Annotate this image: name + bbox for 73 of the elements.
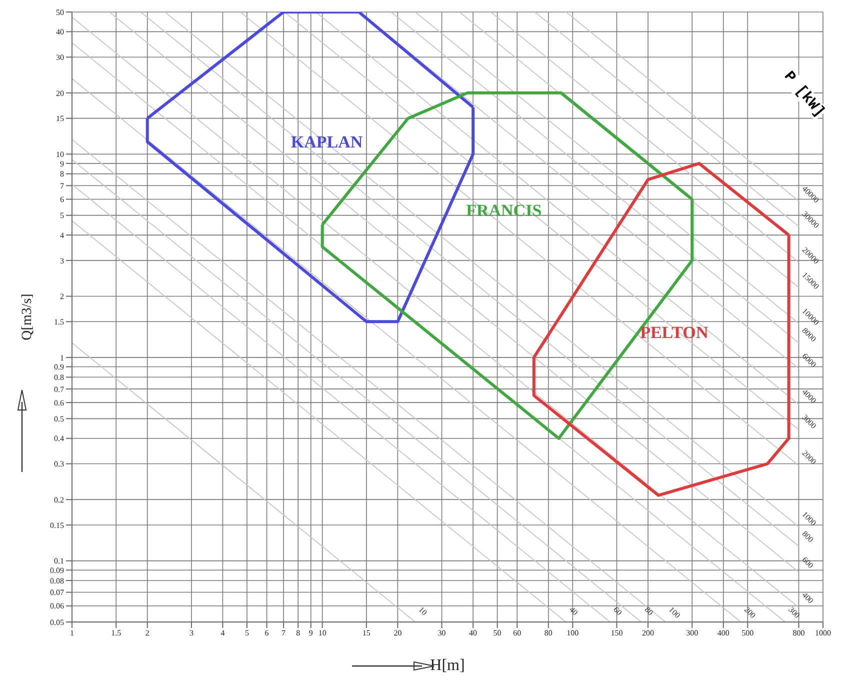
text: 6000 (800, 352, 818, 370)
y-tick-label: 3 (60, 256, 64, 266)
x-tick-label: 40 (469, 628, 478, 638)
x-tick-label: 4 (220, 628, 225, 638)
y-tick-label: 2 (60, 292, 64, 302)
text: 1000 (800, 510, 818, 528)
x-tick-label: 5 (244, 628, 249, 638)
x-tick-label: 300 (686, 628, 698, 638)
x-tick-label: 8 (296, 628, 300, 638)
x-tick-label: 20 (394, 628, 402, 638)
y-tick-label: 6 (60, 195, 64, 204)
y-tick-label: 1.5 (54, 317, 64, 326)
y-tick-label: 30 (56, 52, 64, 62)
y-tick-label: 20 (56, 88, 64, 98)
y-axis-title: Q[m3/s] (20, 294, 35, 340)
text: 10 (416, 605, 429, 618)
y-tick-label: 0.09 (50, 566, 64, 575)
text: 100 (667, 605, 682, 620)
y-tick-label: 7 (60, 181, 64, 190)
y-tick-label: 15 (56, 114, 64, 124)
y-tick-label: 4 (60, 230, 64, 240)
x-tick-label: 30 (438, 628, 446, 638)
y-tick-label: 0.5 (54, 414, 64, 424)
text: 200 (742, 605, 758, 620)
y-tick-label: 0.4 (54, 434, 64, 444)
y-tick-label: 0.3 (54, 460, 64, 469)
y-tick-label: 1 (60, 353, 64, 362)
y-tick-label: 5 (60, 211, 64, 220)
x-tick-label: 15 (362, 628, 370, 638)
y-tick-label: 0.08 (50, 576, 64, 586)
text: 300 (786, 605, 802, 620)
x-tick-label: 10 (318, 628, 326, 638)
y-tick-label: 0.2 (54, 495, 64, 504)
text: 600 (800, 555, 816, 570)
x-tick-label: 100 (566, 628, 579, 638)
x-tick-label: 1.5 (111, 628, 122, 638)
text: 8000 (800, 326, 818, 344)
y-tick-label: 0.06 (50, 602, 64, 611)
text: 60 (612, 605, 624, 618)
x-tick-label: 7 (282, 628, 286, 638)
x-tick-label: 2 (145, 628, 150, 638)
x-tick-label: 200 (642, 628, 654, 638)
y-tick-label: 8 (60, 170, 64, 179)
text: 40 (568, 605, 580, 618)
x-tick-label: 60 (513, 628, 522, 638)
x-axis-title: H[m] (430, 657, 465, 674)
text: 80 (642, 605, 655, 618)
x-tick-label: 800 (792, 628, 805, 638)
y-tick-label: 0.1 (54, 556, 64, 566)
x-tick-label: 150 (610, 628, 623, 638)
x-tick-label: 500 (742, 628, 754, 638)
text: 400 (800, 590, 816, 606)
y-tick-label: 40 (56, 28, 64, 37)
y-tick-label: 0.07 (50, 588, 64, 598)
y-tick-label: 0.7 (54, 384, 64, 394)
x-tick-label: 1 (70, 628, 74, 638)
y-tick-label: 0.8 (54, 373, 64, 382)
x-tick-label: 1000 (815, 628, 831, 638)
text: 4000 (800, 387, 818, 406)
x-tick-label: 400 (717, 628, 730, 638)
y-tick-label: 0.9 (54, 362, 64, 372)
x-tick-label: 3 (189, 628, 194, 638)
x-tick-label: 9 (308, 628, 313, 638)
x-tick-label: 50 (493, 628, 502, 638)
y-tick-label: 0.05 (50, 618, 64, 627)
y-tick-label: 50 (56, 8, 64, 17)
y-tick-label: 0.6 (54, 398, 64, 408)
text: 800 (800, 529, 816, 544)
y-tick-label: 9 (60, 159, 64, 168)
x-tick-label: 6 (264, 628, 269, 638)
x-tick-label: 80 (544, 628, 552, 638)
y-tick-label: 0.15 (50, 520, 64, 530)
y-tick-label: 10 (56, 150, 64, 159)
